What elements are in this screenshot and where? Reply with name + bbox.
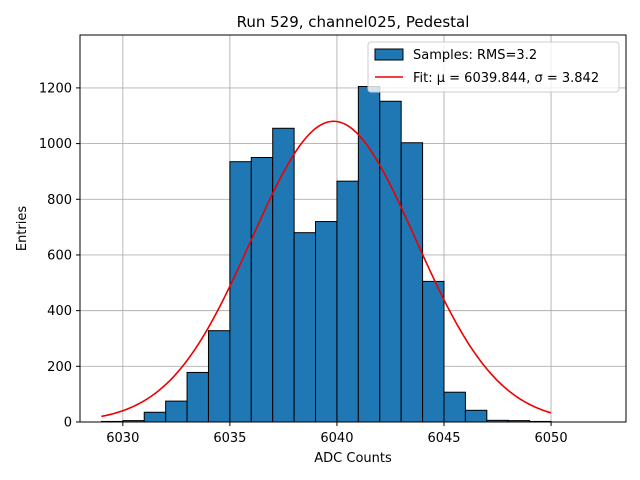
fit-curve [101, 120, 552, 418]
chart-title: Run 529, channel025, Pedestal [237, 13, 470, 31]
histogram-bar-3 [165, 400, 188, 423]
x-tick-label-2: 6040 [320, 431, 353, 446]
histogram-bar-9 [293, 232, 317, 423]
histogram-bar-5 [207, 330, 231, 423]
x-tick-label-4: 6050 [535, 431, 568, 446]
histogram-bar-17 [464, 409, 488, 423]
x-tick-label-1: 6035 [213, 431, 246, 446]
histogram-bar-4 [186, 371, 209, 423]
y-axis-label: Entries [15, 206, 30, 252]
y-tick-label-2: 400 [47, 304, 72, 319]
histogram-bar-15 [422, 280, 445, 423]
legend: Samples: RMS=3.2 Fit: μ = 6039.844, σ = … [367, 41, 620, 93]
y-tick-label-3: 600 [47, 248, 72, 263]
x-tick-label-3: 6045 [427, 431, 460, 446]
legend-fit-label: Fit: μ = 6039.844, σ = 3.842 [413, 71, 599, 86]
y-tick-label-4: 800 [47, 193, 72, 208]
legend-samples-label: Samples: RMS=3.2 [413, 48, 537, 63]
histogram-bar-10 [315, 221, 338, 423]
axes-frame [79, 34, 627, 423]
histogram-bar-16 [443, 391, 466, 423]
y-tick-label-0: 0 [64, 416, 72, 431]
legend-samples-swatch [374, 48, 404, 61]
legend-box [367, 41, 620, 93]
axis-ticks: 6030 6035 6040 6045 6050 0 200 400 600 800 1000 120… [39, 81, 568, 446]
histogram-bar-6 [229, 161, 252, 423]
y-tick-label-1: 200 [47, 360, 72, 375]
y-tick-label-5: 1000 [39, 137, 72, 152]
x-tick-label-0: 6030 [106, 431, 139, 446]
fit-curve-layer [101, 120, 552, 418]
histogram-bar-11 [336, 180, 359, 423]
y-tick-label-6: 1200 [39, 81, 72, 96]
histogram-bar-13 [379, 100, 402, 423]
histogram-bar-12 [357, 86, 381, 423]
x-axis-label: ADC Counts [314, 451, 392, 466]
histogram-bar-14 [400, 142, 424, 423]
histogram-bar-7 [250, 157, 274, 423]
histogram-bar-2 [143, 411, 167, 423]
histogram-bars [100, 86, 552, 423]
